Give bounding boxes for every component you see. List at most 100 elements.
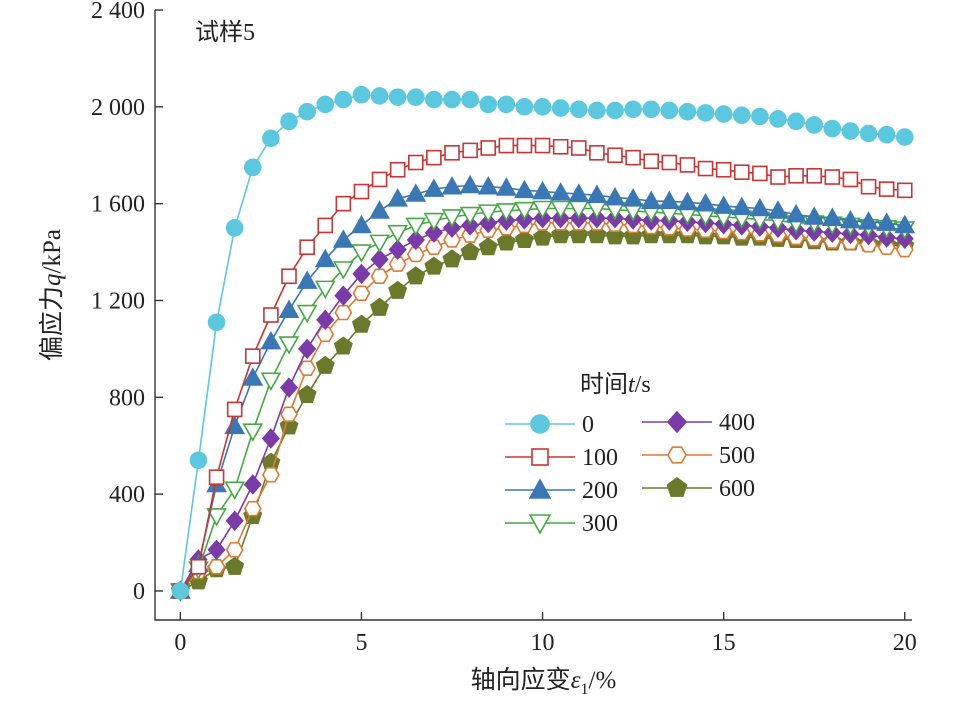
legend-marker-200 [528, 478, 552, 499]
data-point-200 [568, 183, 590, 202]
data-point-600 [388, 280, 408, 299]
x-tick-label: 20 [893, 630, 917, 656]
legend-item-100: 100 [505, 445, 618, 471]
legend-item-500: 500 [642, 443, 755, 469]
data-point-0 [714, 105, 733, 123]
data-point-200 [731, 196, 753, 216]
data-point-300 [296, 304, 318, 324]
x-axis-title-symbol: ε [571, 667, 581, 694]
y-axis-title: 偏应力q/kPa [38, 229, 66, 361]
data-point-200 [495, 177, 517, 196]
legend-label-100: 100 [582, 445, 618, 471]
legend-item-0: 0 [505, 412, 594, 438]
legend-title-prefix: 时间 [580, 371, 628, 398]
legend-marker-400 [666, 410, 688, 434]
data-point-100 [715, 161, 732, 178]
data-point-200 [441, 176, 463, 195]
x-tick-label: 5 [355, 630, 367, 656]
data-point-100 [878, 181, 895, 197]
data-point-400 [261, 428, 280, 449]
data-point-300 [423, 212, 445, 232]
data-point-0 [805, 116, 824, 134]
data-point-300 [477, 204, 499, 223]
x-axis-title: 轴向应变ε1/% [471, 666, 617, 698]
data-point-0 [823, 119, 842, 138]
x-axis-title-prefix: 轴向应变 [471, 666, 571, 694]
data-point-100 [208, 469, 225, 485]
series-400 [171, 207, 914, 602]
data-point-400 [424, 222, 443, 243]
data-point-300 [260, 372, 282, 391]
data-point-600 [370, 297, 390, 316]
data-point-600 [533, 227, 553, 246]
data-point-200 [550, 182, 572, 201]
x-tick-label: 0 [174, 630, 186, 656]
data-point-600 [460, 242, 480, 261]
data-point-200 [749, 197, 771, 217]
data-point-200 [840, 209, 861, 229]
data-point-0 [352, 85, 371, 104]
x-tick-label: 15 [712, 630, 736, 656]
data-point-500 [406, 246, 425, 263]
data-point-200 [640, 190, 662, 210]
data-point-300 [314, 280, 336, 300]
data-point-400 [316, 309, 335, 331]
data-point-0 [678, 102, 697, 121]
data-point-0 [207, 313, 226, 332]
data-point-100 [806, 168, 823, 184]
data-point-200 [532, 180, 553, 200]
y-tick-label: 2 000 [91, 95, 145, 121]
series-100 [172, 137, 913, 599]
data-point-200 [658, 190, 680, 210]
data-point-100 [824, 169, 841, 185]
data-point-100 [190, 558, 207, 575]
data-point-0 [877, 125, 896, 144]
data-point-500 [424, 239, 443, 255]
data-point-200 [677, 191, 698, 211]
data-point-500 [316, 326, 335, 343]
legend-item-600: 600 [642, 476, 755, 502]
data-point-200 [894, 214, 916, 234]
data-point-500 [207, 559, 226, 575]
legend-title-suffix: /s [635, 372, 651, 398]
data-point-500 [352, 285, 371, 301]
legend: 时间t/s 0 100 200 300 400 500 600 [505, 371, 755, 537]
data-point-100 [679, 157, 696, 173]
y-tick-label: 800 [109, 385, 145, 411]
data-point-200 [785, 203, 807, 223]
legend-title: 时间t/s [580, 371, 651, 398]
data-point-100 [552, 138, 569, 155]
data-point-100 [371, 171, 388, 188]
data-point-100 [317, 217, 334, 234]
y-tick-label: 1 200 [91, 288, 145, 314]
data-point-100 [299, 239, 315, 256]
data-point-200 [767, 200, 789, 219]
data-point-300 [532, 200, 553, 220]
data-point-200 [803, 206, 825, 225]
data-point-600 [496, 232, 516, 251]
data-point-200 [713, 195, 735, 214]
data-point-100 [733, 164, 750, 180]
data-point-200 [876, 212, 898, 231]
data-point-200 [695, 193, 716, 212]
legend-item-400: 400 [642, 410, 755, 436]
data-point-0 [895, 128, 914, 146]
data-point-100 [281, 268, 297, 285]
data-point-100 [480, 140, 497, 156]
legend-label-500: 500 [719, 443, 755, 469]
x-axis-title-subscript: 1 [581, 681, 589, 698]
data-point-100 [860, 178, 877, 195]
data-point-0 [280, 112, 298, 131]
data-point-300 [405, 217, 427, 237]
data-point-0 [859, 124, 878, 143]
data-point-300 [514, 201, 535, 221]
data-point-500 [243, 500, 262, 517]
data-point-100 [625, 149, 641, 166]
data-point-200 [514, 179, 535, 199]
x-axis-title-suffix: /% [589, 667, 617, 694]
data-point-100 [263, 307, 279, 323]
data-point-200 [296, 270, 318, 289]
data-point-100 [896, 182, 913, 199]
data-point-200 [821, 207, 843, 226]
